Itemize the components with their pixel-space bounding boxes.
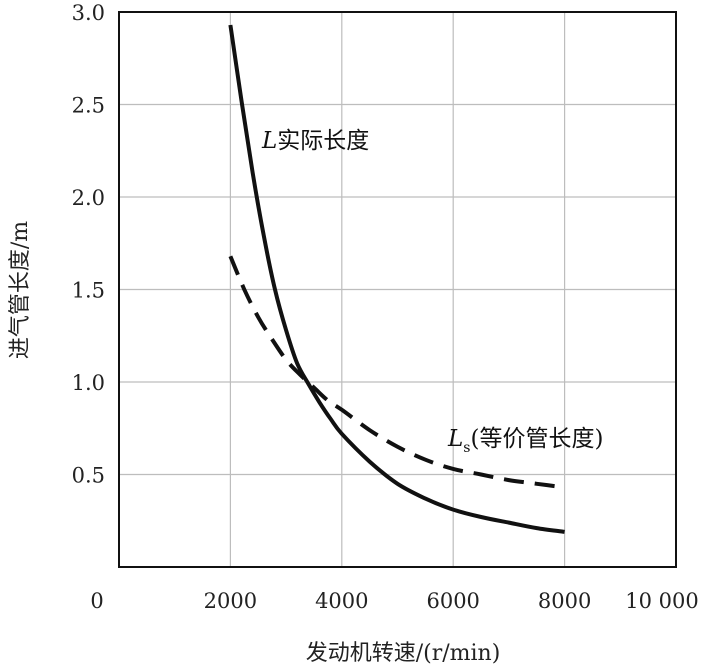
series-label-equivalent-subscript: s [463,440,470,456]
x-tick-label: 0 [90,589,103,613]
series-label-actual-symbol: L [261,128,277,154]
series-label-equivalent-symbol: L [447,426,463,452]
y-axis-title: 进气管长度/m [8,221,33,359]
x-tick-label: 10 000 [625,589,698,613]
y-tick-label: 2.0 [72,186,105,210]
x-tick-label: 8000 [538,589,591,613]
series-label-equivalent-text: (等价管长度) [470,426,603,452]
x-tick-label: 6000 [426,589,479,613]
series-label-equivalent-length: Ls(等价管长度) [447,426,603,456]
series-line-actual-length [228,24,565,534]
tick-labels: 0.5 1.0 1.5 2.0 2.5 3.0 0 2000 4000 6000 8000 10 00… [72,1,699,613]
series-label-actual-text: 实际长度 [277,128,369,154]
y-tick-label: 1.5 [72,279,105,303]
x-axis-title: 发动机转速/(r/min) [306,641,501,666]
x-tick-label: 2000 [204,589,257,613]
y-tick-label: 2.5 [72,94,105,118]
series-label-actual-length: L实际长度 [261,128,369,154]
y-tick-label: 1.0 [72,371,105,395]
y-tick-label: 3.0 [72,1,105,25]
series-layer [228,24,565,534]
grid-lines [119,12,676,567]
series-line-equivalent-length [228,255,565,490]
x-tick-label: 4000 [315,589,368,613]
y-tick-label: 0.5 [72,464,105,488]
plot-frame [118,11,677,568]
